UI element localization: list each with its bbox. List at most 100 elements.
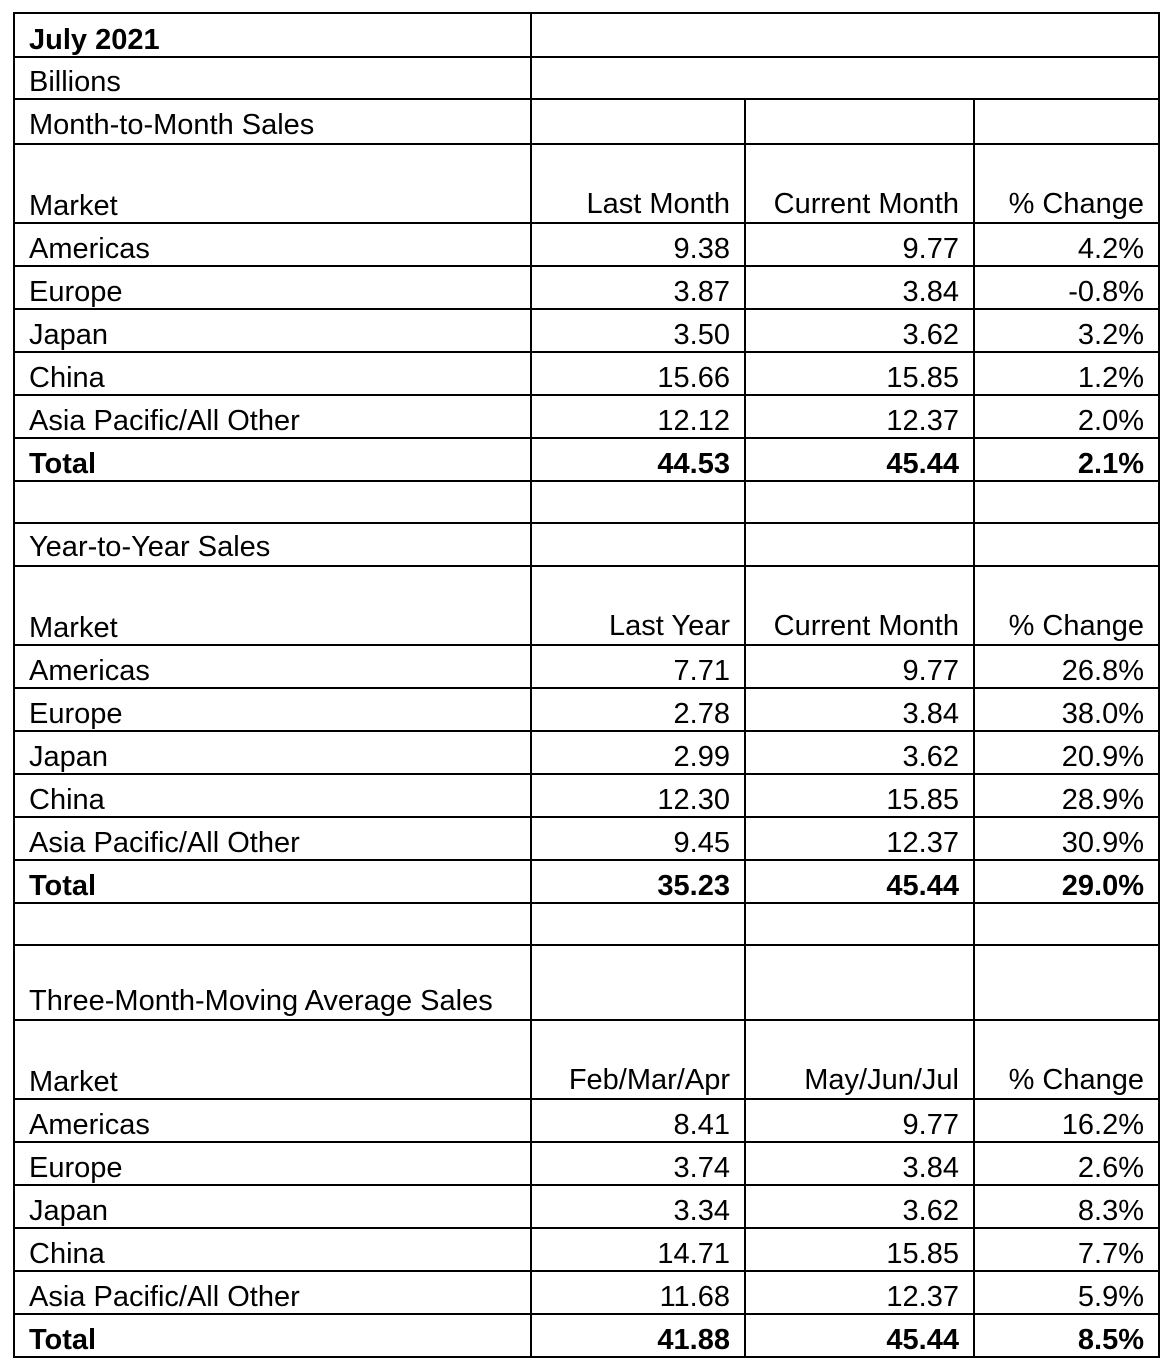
table-row: Japan 2.99 3.62 20.9% bbox=[13, 730, 1160, 775]
spacer-row bbox=[13, 902, 1160, 946]
table-row: Japan 3.50 3.62 3.2% bbox=[13, 308, 1160, 353]
column-header-change: % Change bbox=[973, 565, 1160, 646]
table-row: Americas 9.38 9.77 4.2% bbox=[13, 222, 1160, 267]
cell-change: 2.0% bbox=[973, 394, 1160, 439]
cell-market: Europe bbox=[13, 265, 532, 310]
column-header-row: Market Last Month Current Month% Change bbox=[13, 143, 1160, 224]
title-row: July 2021 bbox=[13, 12, 1160, 58]
cell-change: 4.2% bbox=[973, 222, 1160, 267]
blank-cell bbox=[530, 902, 746, 946]
cell-prev: 3.34 bbox=[530, 1184, 746, 1229]
cell-market: China bbox=[13, 773, 532, 818]
table-row: Europe 3.74 3.84 2.6% bbox=[13, 1141, 1160, 1186]
table-row: Japan 3.34 3.62 8.3% bbox=[13, 1184, 1160, 1229]
blank-cell bbox=[530, 480, 746, 524]
cell-change: 7.7% bbox=[973, 1227, 1160, 1272]
column-header-current: Current Month bbox=[744, 565, 975, 646]
cell-market: Japan bbox=[13, 730, 532, 775]
blank-cell bbox=[973, 902, 1160, 946]
cell-prev: 9.45 bbox=[530, 816, 746, 861]
column-header-change: % Change bbox=[973, 143, 1160, 224]
cell-change: 16.2% bbox=[973, 1098, 1160, 1143]
total-row: Total 44.53 45.44 2.1% bbox=[13, 437, 1160, 482]
cell-current: 9.77 bbox=[744, 222, 975, 267]
cell-market: Americas bbox=[13, 222, 532, 267]
total-row: Total 35.23 45.44 29.0% bbox=[13, 859, 1160, 904]
section-title-row: Year-to-Year Sales bbox=[13, 522, 1160, 567]
cell-prev: 11.68 bbox=[530, 1270, 746, 1315]
cell-market: China bbox=[13, 351, 532, 396]
cell-current: 15.85 bbox=[744, 351, 975, 396]
cell-current: 3.62 bbox=[744, 730, 975, 775]
cell-current: 3.62 bbox=[744, 308, 975, 353]
column-header-current: Current Month bbox=[744, 143, 975, 224]
blank-cell bbox=[744, 98, 975, 145]
table-row: Americas 7.71 9.77 26.8% bbox=[13, 644, 1160, 689]
cell-current: 12.37 bbox=[744, 394, 975, 439]
blank-cell bbox=[13, 902, 532, 946]
units-row-blank bbox=[530, 56, 1160, 100]
cell-change: 30.9% bbox=[973, 816, 1160, 861]
blank-cell bbox=[530, 944, 746, 1021]
cell-current: 3.62 bbox=[744, 1184, 975, 1229]
cell-market: Americas bbox=[13, 1098, 532, 1143]
total-current: 45.44 bbox=[744, 437, 975, 482]
cell-current: 15.85 bbox=[744, 773, 975, 818]
cell-change: 1.2% bbox=[973, 351, 1160, 396]
blank-cell bbox=[973, 480, 1160, 524]
cell-change: 8.3% bbox=[973, 1184, 1160, 1229]
blank-cell bbox=[530, 522, 746, 567]
total-change: 2.1% bbox=[973, 437, 1160, 482]
cell-change: 20.9% bbox=[973, 730, 1160, 775]
table-row: China 14.71 15.85 7.7% bbox=[13, 1227, 1160, 1272]
cell-prev: 15.66 bbox=[530, 351, 746, 396]
cell-prev: 9.38 bbox=[530, 222, 746, 267]
cell-change: 5.9% bbox=[973, 1270, 1160, 1315]
column-header-row: Market Feb/Mar/Apr May/Jun/Jul% Change bbox=[13, 1019, 1160, 1100]
column-header-prev: Feb/Mar/Apr bbox=[530, 1019, 746, 1100]
cell-current: 3.84 bbox=[744, 687, 975, 732]
total-market: Total bbox=[13, 859, 532, 904]
cell-prev: 3.87 bbox=[530, 265, 746, 310]
units-label: Billions bbox=[13, 56, 532, 100]
column-header-market: Market bbox=[13, 565, 532, 646]
cell-prev: 12.12 bbox=[530, 394, 746, 439]
cell-current: 12.37 bbox=[744, 1270, 975, 1315]
cell-market: Japan bbox=[13, 308, 532, 353]
cell-prev: 2.99 bbox=[530, 730, 746, 775]
table-row: Americas 8.41 9.77 16.2% bbox=[13, 1098, 1160, 1143]
blank-cell bbox=[973, 98, 1160, 145]
section-title-row: Month-to-Month Sales bbox=[13, 98, 1160, 145]
blank-cell bbox=[744, 902, 975, 946]
table-row: Asia Pacific/All Other 12.12 12.37 2.0% bbox=[13, 394, 1160, 439]
total-market: Total bbox=[13, 437, 532, 482]
cell-change: 3.2% bbox=[973, 308, 1160, 353]
title-row-blank bbox=[530, 12, 1160, 58]
column-header-prev: Last Year bbox=[530, 565, 746, 646]
cell-market: Asia Pacific/All Other bbox=[13, 1270, 532, 1315]
section-title: Three-Month-Moving Average Sales bbox=[13, 944, 532, 1021]
cell-change: 2.6% bbox=[973, 1141, 1160, 1186]
cell-prev: 7.71 bbox=[530, 644, 746, 689]
table-row: China 15.66 15.85 1.2% bbox=[13, 351, 1160, 396]
cell-current: 15.85 bbox=[744, 1227, 975, 1272]
table-row: Europe 2.78 3.84 38.0% bbox=[13, 687, 1160, 732]
cell-change: 28.9% bbox=[973, 773, 1160, 818]
table-row: Europe 3.87 3.84 -0.8% bbox=[13, 265, 1160, 310]
blank-cell bbox=[744, 944, 975, 1021]
cell-prev: 3.74 bbox=[530, 1141, 746, 1186]
total-prev: 35.23 bbox=[530, 859, 746, 904]
column-header-market: Market bbox=[13, 143, 532, 224]
cell-current: 9.77 bbox=[744, 644, 975, 689]
cell-market: Asia Pacific/All Other bbox=[13, 394, 532, 439]
blank-cell bbox=[973, 522, 1160, 567]
cell-current: 9.77 bbox=[744, 1098, 975, 1143]
cell-prev: 12.30 bbox=[530, 773, 746, 818]
column-header-prev: Last Month bbox=[530, 143, 746, 224]
table-row: Asia Pacific/All Other 11.68 12.37 5.9% bbox=[13, 1270, 1160, 1315]
column-header-change: % Change bbox=[973, 1019, 1160, 1100]
cell-change: -0.8% bbox=[973, 265, 1160, 310]
sales-table: July 2021 Billions Month-to-Month Sales M… bbox=[13, 12, 1160, 1358]
blank-cell bbox=[744, 480, 975, 524]
column-header-row: Market Last Year Current Month% Change bbox=[13, 565, 1160, 646]
